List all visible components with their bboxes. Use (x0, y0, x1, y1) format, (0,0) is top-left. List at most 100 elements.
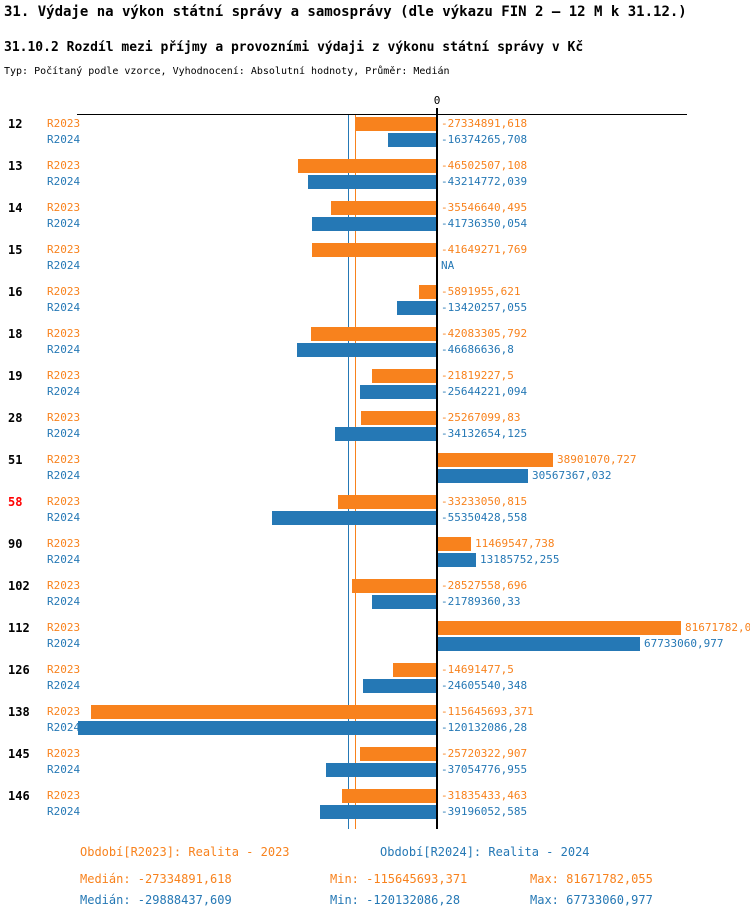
bar-r2023 (437, 537, 471, 551)
bar-r2023 (437, 453, 553, 467)
series-label-r2023: R2023 (47, 159, 81, 172)
bar-r2024 (388, 133, 437, 147)
legend-r2023: Období[R2023]: Realita - 2023 (80, 845, 290, 859)
series-label-r2023: R2023 (47, 411, 81, 424)
series-label-r2024: R2024 (47, 427, 81, 440)
value-label-r2024: -120132086,28 (441, 721, 528, 734)
series-label-r2024: R2024 (47, 805, 81, 818)
category-label: 126 (8, 663, 30, 677)
series-label-r2024: R2024 (47, 133, 81, 146)
value-label-r2024: 67733060,977 (644, 637, 724, 650)
stat-min-r2023: Min: -115645693,371 (330, 872, 468, 886)
value-label-r2023: -35546640,495 (441, 201, 528, 214)
series-label-r2023: R2023 (47, 621, 81, 634)
bar-group-12: 12 R2023 -27334891,618 R2024 -16374265,708 (0, 115, 750, 157)
series-label-r2023: R2023 (47, 243, 81, 256)
series-label-r2024: R2024 (47, 217, 81, 230)
chart-title: 31.10.2 Rozdíl mezi příjmy a provozními … (4, 40, 584, 55)
value-label-r2024: -24605540,348 (441, 679, 528, 692)
series-label-r2024: R2024 (47, 763, 81, 776)
bar-r2023 (352, 579, 437, 593)
category-label: 14 (8, 201, 23, 215)
bar-group-51: 51 R2023 38901070,727 R2024 30567367,032 (0, 451, 750, 493)
bar-r2024 (360, 385, 437, 399)
stat-median-r2023: Medián: -27334891,618 (80, 872, 232, 886)
bar-r2023 (437, 621, 681, 635)
axis-top-line (77, 114, 687, 115)
stat-max-r2023: Max: 81671782,055 (530, 872, 653, 886)
value-label-r2024: -55350428,558 (441, 511, 528, 524)
bar-group-145: 145 R2023 -25720322,907 R2024 -37054776,955 (0, 745, 750, 787)
value-label-r2024: -34132654,125 (441, 427, 528, 440)
value-label-r2023: -33233050,815 (441, 495, 528, 508)
bar-group-14: 14 R2023 -35546640,495 R2024 -41736350,054 (0, 199, 750, 241)
bar-group-28: 28 R2023 -25267099,83 R2024 -34132654,125 (0, 409, 750, 451)
series-label-r2024: R2024 (47, 343, 81, 356)
report-title: 31. Výdaje na výkon státní správy a samo… (4, 4, 687, 20)
bar-r2024 (437, 469, 528, 483)
value-label-r2024: NA (441, 259, 455, 272)
series-label-r2024: R2024 (47, 301, 81, 314)
category-label: 145 (8, 747, 30, 761)
stat-median-r2024: Medián: -29888437,609 (80, 893, 232, 907)
category-label: 90 (8, 537, 23, 551)
category-label: 138 (8, 705, 30, 719)
stat-min-r2024: Min: -120132086,28 (330, 893, 461, 907)
category-label: 16 (8, 285, 23, 299)
value-label-r2024: -46686636,8 (441, 343, 514, 356)
value-label-r2023: 81671782,055 (685, 621, 750, 634)
bar-group-146: 146 R2023 -31835433,463 R2024 -39196052,585 (0, 787, 750, 829)
series-label-r2023: R2023 (47, 201, 81, 214)
value-label-r2024: -25644221,094 (441, 385, 528, 398)
bar-r2023 (372, 369, 437, 383)
series-label-r2023: R2023 (47, 369, 81, 382)
bar-r2024 (312, 217, 437, 231)
bar-r2024 (272, 511, 437, 525)
value-label-r2023: -27334891,618 (441, 117, 528, 130)
value-label-r2023: -31835433,463 (441, 789, 528, 802)
bar-r2023 (331, 201, 437, 215)
bar-r2023 (360, 747, 437, 761)
value-label-r2023: -25720322,907 (441, 747, 528, 760)
series-label-r2024: R2024 (47, 175, 81, 188)
value-label-r2023: -28527558,696 (441, 579, 528, 592)
bar-r2024 (326, 763, 437, 777)
median-line-r2024 (348, 115, 349, 829)
value-label-r2023: -115645693,371 (441, 705, 534, 718)
category-label: 51 (8, 453, 23, 467)
bar-group-13: 13 R2023 -46502507,108 R2024 -43214772,039 (0, 157, 750, 199)
bar-r2023 (419, 285, 437, 299)
bar-r2024 (320, 805, 437, 819)
bar-group-15: 15 R2023 -41649271,769 R2024 NA (0, 241, 750, 283)
value-label-r2024: -21789360,33 (441, 595, 521, 608)
chart-meta-line: Typ: Počítaný podle vzorce, Vyhodnocení:… (4, 66, 450, 77)
bar-r2023 (312, 243, 437, 257)
value-label-r2024: -37054776,955 (441, 763, 528, 776)
category-label: 18 (8, 327, 23, 341)
bar-r2024 (78, 721, 437, 735)
bar-r2024 (437, 637, 640, 651)
category-label: 15 (8, 243, 23, 257)
category-label: 19 (8, 369, 23, 383)
value-label-r2024: -39196052,585 (441, 805, 528, 818)
series-label-r2024: R2024 (47, 469, 81, 482)
value-label-r2024: -16374265,708 (441, 133, 528, 146)
value-label-r2023: -41649271,769 (441, 243, 528, 256)
stat-max-r2024: Max: 67733060,977 (530, 893, 653, 907)
value-label-r2024: 13185752,255 (480, 553, 560, 566)
value-label-r2024: -41736350,054 (441, 217, 528, 230)
bar-r2024 (335, 427, 437, 441)
bar-r2023 (338, 495, 437, 509)
value-label-r2024: 30567367,032 (532, 469, 612, 482)
bar-r2023 (311, 327, 437, 341)
bar-group-138: 138 R2023 -115645693,371 R2024 -120132086,28 (0, 703, 750, 745)
value-label-r2023: -21819227,5 (441, 369, 514, 382)
bar-r2024 (372, 595, 437, 609)
value-label-r2023: 38901070,727 (557, 453, 637, 466)
series-label-r2023: R2023 (47, 663, 81, 676)
series-label-r2023: R2023 (47, 789, 81, 802)
value-label-r2023: -5891955,621 (441, 285, 521, 298)
series-label-r2024: R2024 (47, 259, 81, 272)
series-label-r2023: R2023 (47, 495, 81, 508)
